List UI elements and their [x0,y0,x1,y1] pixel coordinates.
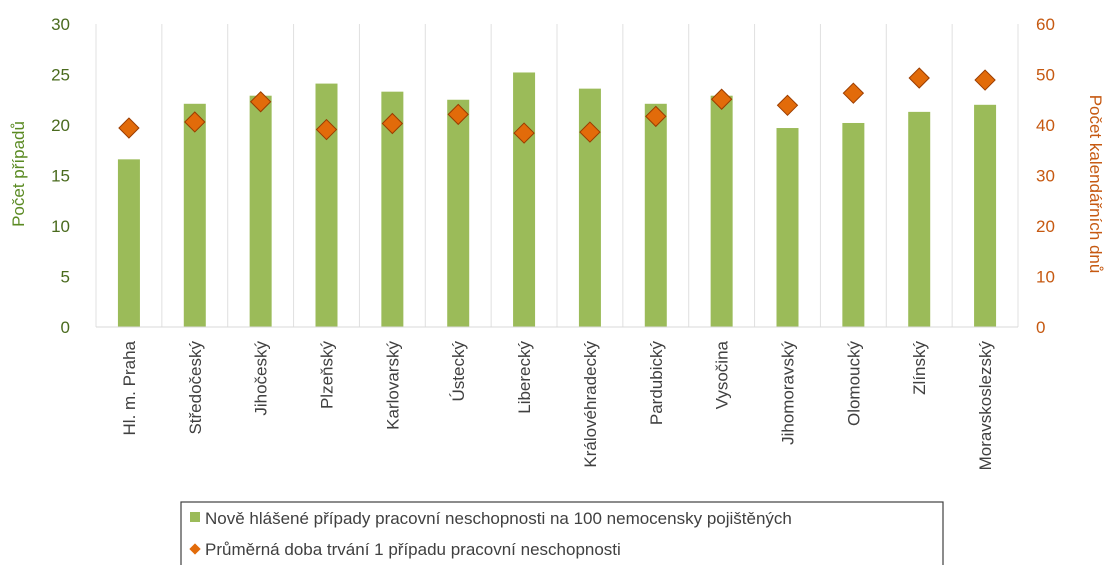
bar-Královéhradecký [578,88,601,327]
diamond-marker-Královéhradecký [579,121,601,143]
y-right-tick-label: 20 [1036,217,1055,236]
legend-frame [180,501,944,565]
bar-Pardubický [644,103,667,327]
bar-Plzeňský [315,83,338,327]
bar-Jihomoravský [776,128,799,327]
y-axis-left-ticks: 0 5 10 15 20 25 30 [51,15,70,337]
diamond-marker-Zlínský [908,67,930,89]
y-axis-right-title: Počet kalendářních dnů [1086,95,1105,274]
y-left-tick-label: 25 [51,66,70,85]
category-label: Zlínský [910,341,929,395]
gridlines [95,24,1019,327]
bar-Olomoucký [842,122,865,327]
diamond-marker-Ústecký [447,103,469,126]
bar-Středočeský [183,103,206,327]
diamond-marker-Olomoucký [842,82,865,104]
category-label: Jihomoravský [779,341,798,445]
bar-Moravskoslezský [974,104,997,327]
diamond-series [118,67,996,144]
x-axis-category-labels: Hl. m. Praha Středočeský Jihočeský Plzeňský… [120,340,995,470]
y-right-tick-label: 0 [1036,318,1045,337]
y-left-tick-label: 30 [51,15,70,34]
bar-Hl. m. Praha [117,159,140,327]
category-label: Plzeňský [318,341,337,410]
category-label: Liberecký [515,341,534,414]
y-left-tick-label: 5 [61,268,70,287]
category-label: Olomoucký [844,341,863,427]
diamond-marker-Karlovarský [381,112,404,135]
bar-Zlínský [908,111,931,328]
category-label: Jihočeský [252,341,271,416]
diamond-marker-Pardubický [645,105,667,128]
legend-bar-swatch [190,512,200,522]
category-label: Karlovarský [383,341,402,430]
y-right-tick-label: 30 [1036,167,1055,186]
category-label: Hl. m. Praha [120,340,139,435]
y-right-tick-label: 50 [1036,66,1055,85]
legend-bar-label: Nově hlášené případy pracovní neschopnos… [205,509,792,528]
legend-diamond-swatch [189,543,201,555]
y-axis-left-title: Počet případů [9,121,28,227]
y-left-tick-label: 15 [51,167,70,186]
bar-Vysočina [710,95,733,328]
diamond-marker-Vysočina [710,88,733,110]
diamond-marker-Jihočeský [249,91,272,113]
bar-Liberecký [513,72,536,327]
bar-Ústecký [447,99,470,327]
category-label: Středočeský [186,341,205,435]
diamond-marker-Hl. m. Praha [118,117,140,139]
legend-diamond-label: Průměrná doba trvání 1 případu pracovní … [205,540,621,559]
category-label: Ústecký [449,341,468,402]
diamond-marker-Plzeňský [315,118,338,141]
diamond-marker-Moravskoslezský [974,69,996,91]
diamond-marker-Středočeský [184,111,206,133]
y-axis-right-ticks: 0 10 20 30 40 50 60 [1036,15,1055,337]
category-label: Královéhradecký [581,341,600,468]
diamond-marker-Jihomoravský [776,94,799,117]
bar-series [117,72,997,328]
y-right-tick-label: 40 [1036,116,1055,135]
y-left-tick-label: 20 [51,116,70,135]
y-right-tick-label: 60 [1036,15,1055,34]
y-left-tick-label: 0 [61,318,70,337]
category-label: Moravskoslezský [976,341,995,471]
y-left-tick-label: 10 [51,217,70,236]
category-label: Pardubický [647,341,666,426]
y-right-tick-label: 10 [1036,268,1055,287]
diamond-marker-Liberecký [513,122,535,144]
bar-Jihočeský [249,95,272,328]
bar-Karlovarský [381,91,404,327]
category-label: Vysočina [713,340,732,409]
legend: Nově hlášené případy pracovní neschopnos… [180,501,944,565]
